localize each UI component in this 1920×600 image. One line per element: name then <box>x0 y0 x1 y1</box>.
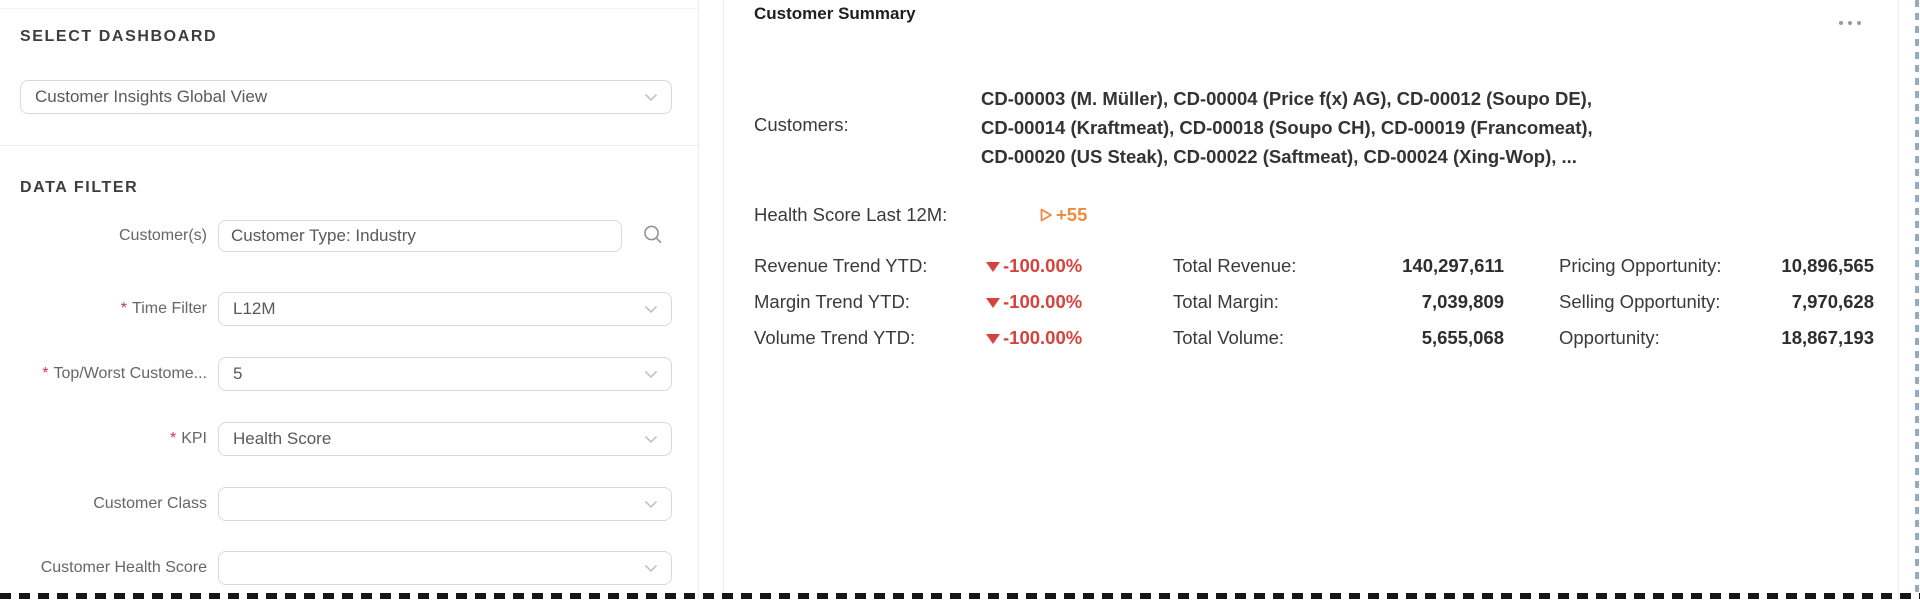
top-worst-select[interactable]: 5 <box>218 357 672 391</box>
opportunity-label: Pricing Opportunity: <box>1559 255 1722 276</box>
opportunity-value: 7,970,628 <box>1791 291 1874 312</box>
chevron-down-icon <box>644 299 658 319</box>
total-label: Total Volume: <box>1173 327 1285 348</box>
right-dashed-border <box>1915 0 1919 593</box>
customers-search-input[interactable] <box>218 220 622 252</box>
chevron-down-icon <box>644 364 658 384</box>
top-worst-label: * Top/Worst Custome... <box>42 365 207 382</box>
customer-health-score-label: Customer Health Score <box>40 559 207 576</box>
total-label: Total Revenue: <box>1173 255 1297 276</box>
bottom-dashed-border <box>0 593 1920 599</box>
top-worst-value: 5 <box>233 364 243 383</box>
health-score-label: Health Score Last 12M: <box>754 204 948 225</box>
chevron-down-icon <box>644 494 658 514</box>
chevron-down-icon <box>644 558 658 578</box>
kpi-select[interactable]: Health Score <box>218 422 672 456</box>
opportunity-value: 10,896,565 <box>1781 255 1874 276</box>
health-score-value: +55 <box>1038 204 1087 226</box>
search-icon[interactable] <box>641 224 665 248</box>
total-value: 7,039,809 <box>1421 291 1504 312</box>
customers-line: CD-00003 (M. Müller), CD-00004 (Price f(… <box>981 88 1592 109</box>
opportunity-value: 18,867,193 <box>1781 327 1874 348</box>
filter-sidebar: SELECT DASHBOARD Customer Insights Globa… <box>0 0 699 600</box>
select-dashboard-header: SELECT DASHBOARD <box>20 28 218 45</box>
filter-row-time-filter: * Time Filter L12M <box>0 292 699 326</box>
opportunity-label: Opportunity: <box>1559 327 1660 348</box>
total-label: Total Margin: <box>1173 291 1279 312</box>
health-score-delta: +55 <box>1056 204 1088 225</box>
customer-health-score-select[interactable] <box>218 551 672 585</box>
data-filter-header: DATA FILTER <box>20 179 139 196</box>
customers-label: Customers: <box>754 114 849 135</box>
customers-value: CD-00003 (M. Müller), CD-00004 (Price f(… <box>981 84 1593 171</box>
card-title: Customer Summary <box>754 4 916 23</box>
trend-label: Margin Trend YTD: <box>754 291 910 312</box>
more-menu-icon[interactable] <box>1835 17 1865 29</box>
customer-summary-card: Customer Summary Customers: CD-00003 (M.… <box>723 0 1899 600</box>
time-filter-value: L12M <box>233 299 276 318</box>
trend-label: Revenue Trend YTD: <box>754 255 928 276</box>
required-mark: * <box>42 365 49 382</box>
filter-row-customers: Customer(s) <box>0 219 699 253</box>
required-mark: * <box>120 300 128 317</box>
trend-value: -100.00% <box>986 255 1082 277</box>
filter-row-top-worst: * Top/Worst Custome... 5 <box>0 357 699 391</box>
chevron-down-icon <box>644 429 658 449</box>
total-value: 140,297,611 <box>1402 255 1504 276</box>
section-divider <box>0 145 698 146</box>
dashboard-select[interactable]: Customer Insights Global View <box>20 80 672 114</box>
kpi-label: * KPI <box>169 430 207 447</box>
trend-down-icon <box>986 334 1000 344</box>
total-value: 5,655,068 <box>1421 327 1504 348</box>
opportunity-label: Selling Opportunity: <box>1559 291 1721 312</box>
time-filter-label: * Time Filter <box>120 300 207 317</box>
dashboard-select-value: Customer Insights Global View <box>35 87 268 106</box>
metric-row-volume: Volume Trend YTD: -100.00% Total Volume:… <box>724 327 1900 349</box>
customers-line: CD-00020 (US Steak), CD-00022 (Saftmeat)… <box>981 146 1577 167</box>
filter-row-customer-health-score: Customer Health Score <box>0 551 699 585</box>
filter-row-customer-class: Customer Class <box>0 487 699 521</box>
trend-value: -100.00% <box>986 327 1082 349</box>
metric-row-margin: Margin Trend YTD: -100.00% Total Margin:… <box>724 291 1900 313</box>
filter-row-kpi: * KPI Health Score <box>0 422 699 456</box>
trend-right-triangle-icon <box>1040 208 1052 222</box>
trend-down-icon <box>986 298 1000 308</box>
customers-filter-label: Customer(s) <box>118 227 207 244</box>
time-filter-select[interactable]: L12M <box>218 292 672 326</box>
metric-row-revenue: Revenue Trend YTD: -100.00% Total Revenu… <box>724 255 1900 277</box>
chevron-down-icon <box>644 87 658 107</box>
required-mark: * <box>169 430 177 447</box>
trend-value: -100.00% <box>986 291 1082 313</box>
trend-label: Volume Trend YTD: <box>754 327 916 348</box>
kpi-value: Health Score <box>233 429 332 448</box>
trend-down-icon <box>986 262 1000 272</box>
customers-line: CD-00014 (Kraftmeat), CD-00018 (Soupo CH… <box>981 117 1593 138</box>
top-divider <box>0 8 698 9</box>
customer-class-select[interactable] <box>218 487 672 521</box>
customer-class-label: Customer Class <box>93 495 207 512</box>
